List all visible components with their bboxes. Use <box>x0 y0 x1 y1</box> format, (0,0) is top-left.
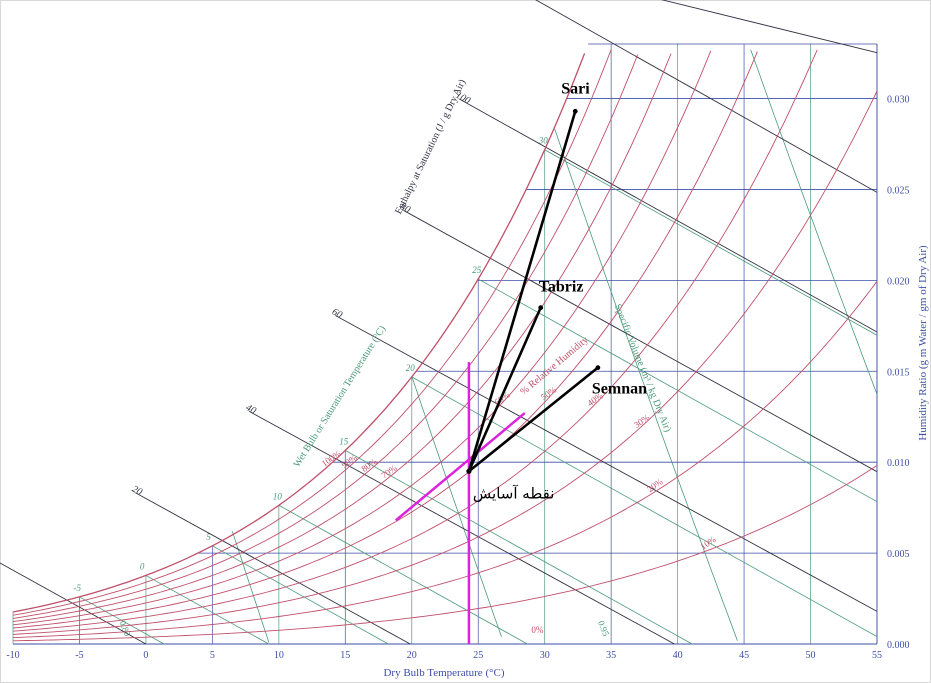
wetbulb-line <box>278 504 528 645</box>
city-point-sari <box>572 108 578 114</box>
overlay-layer: Sari Tabriz Semnan نقطه آسایش <box>395 80 647 644</box>
city-label-tabriz: Tabriz <box>539 279 584 296</box>
rh-curve-90 <box>12 49 612 616</box>
comfort-point-label: نقطه آسایش <box>473 484 554 502</box>
x-tick-label: -5 <box>75 650 83 661</box>
volume-lines-layer: 0.80 0.95 <box>117 49 878 643</box>
x-tick-label: 40 <box>673 650 683 661</box>
wetbulb-label: 20 <box>406 363 416 373</box>
volume-label: 0.95 <box>596 619 611 638</box>
wetbulb-line <box>212 545 389 645</box>
wetbulb-label: 0 <box>140 561 145 571</box>
rh-curve-80 <box>12 54 639 619</box>
rh-curve-label: 30% <box>632 412 652 430</box>
rh-curve-50 <box>12 51 758 629</box>
city-line-semnan <box>468 366 599 473</box>
comfort-diagonal-line <box>395 412 526 522</box>
y-tick-label: 0.020 <box>887 276 910 287</box>
wetbulb-label: 25 <box>472 265 482 275</box>
enthalpy-axis-label: Enthalpy at Saturation (J / g Dry Air) <box>393 78 468 216</box>
wetbulb-line <box>411 376 878 637</box>
enthalpy-label: 20 <box>130 484 144 498</box>
city-point-tabriz <box>538 305 544 311</box>
rh-curve-label: 10% <box>698 534 718 552</box>
rh-curve-20 <box>12 280 878 639</box>
grid-layer <box>12 43 878 645</box>
enthalpy-label: 60 <box>330 306 344 320</box>
enthalpy-label: 40 <box>244 402 258 416</box>
enthalpy-line-60 <box>335 315 878 612</box>
enthalpy-label: 80 <box>398 201 412 215</box>
y-tick-label: 0.025 <box>887 185 910 196</box>
y-tick-label: 0.000 <box>887 640 910 651</box>
x-axis-label: Dry Bulb Temperature (°C) <box>383 667 504 679</box>
enthalpy-line-20 <box>135 492 411 645</box>
city-label-sari: Sari <box>561 80 590 97</box>
city-point-semnan <box>595 365 601 371</box>
wetbulb-label: -5 <box>73 583 81 593</box>
x-tick-label: 0 <box>143 650 148 661</box>
y-tick-label: 0.030 <box>887 95 910 106</box>
x-tick-label: 35 <box>606 650 616 661</box>
y-tick-label: 0.010 <box>887 458 910 469</box>
city-label-semnan: Semnan <box>592 381 647 398</box>
x-tick-label: 30 <box>540 650 550 661</box>
enthalpy-lines-layer: 020406080100120140 <box>0 0 878 645</box>
rh-curve-label: 90% <box>340 452 360 470</box>
wetbulb-lines-layer: -5 0 5 10 15 20 25 30 <box>73 136 878 645</box>
rh-curve-30 <box>12 90 878 635</box>
rh-curve-label: 50% <box>539 384 559 402</box>
x-tick-label: 50 <box>806 650 816 661</box>
enthalpy-line-120 <box>535 0 878 193</box>
x-tick-label: -10 <box>6 650 19 661</box>
rh-zero-label: 0% <box>531 625 544 635</box>
enthalpy-line-140 <box>661 0 878 54</box>
volume-line <box>554 128 738 641</box>
rh-curve-label: 80% <box>360 456 380 474</box>
wetbulb-label: 10 <box>273 491 283 501</box>
city-line-sari <box>467 110 577 472</box>
rh-curve-label: 100% <box>320 448 343 469</box>
enthalpy-line-80 <box>403 209 878 473</box>
volume-line <box>411 376 502 637</box>
x-tick-label: 10 <box>274 650 284 661</box>
rh-curve-100 <box>12 53 586 613</box>
x-tick-label: 45 <box>739 650 749 661</box>
wetbulb-line <box>544 149 878 336</box>
comfort-point <box>466 468 472 474</box>
wetbulb-line <box>345 450 693 645</box>
wetbulb-label: 30 <box>538 136 549 146</box>
y-tick-label: 0.015 <box>887 367 910 378</box>
rh-curve-60 <box>12 50 712 626</box>
rh-curve-70 <box>12 53 672 623</box>
x-tick-label: 55 <box>872 650 882 661</box>
wetbulb-line <box>478 278 878 503</box>
volume-line <box>750 49 878 395</box>
x-tick-label: 20 <box>407 650 417 661</box>
enthalpy-line-40 <box>248 410 675 645</box>
rh-curve-40 <box>12 49 818 632</box>
x-tick-label: 25 <box>473 650 483 661</box>
rh-curve-label: 70% <box>379 462 399 480</box>
x-tick-label: 5 <box>210 650 215 661</box>
y-tick-label: 0.005 <box>887 549 910 560</box>
wetbulb-label: 15 <box>339 436 349 446</box>
rh-curve-10 <box>12 465 878 642</box>
x-tick-label: 15 <box>340 650 350 661</box>
rh-curves-layer: 10%20%30%40%50%60%70%80%90%100%0% <box>12 49 878 642</box>
wetbulb-axis-label: Wet Bulb or Saturation Temperature (°C) <box>292 324 389 470</box>
enthalpy-line-100 <box>458 98 878 333</box>
city-line-tabriz <box>467 307 542 472</box>
enthalpy-line-0 <box>0 562 147 645</box>
y-axis-label: Humidity Ratio (g m Water / gm of Dry Ai… <box>917 245 929 441</box>
ticks-layer: -10 -5 0 5 10 15 20 25 30 35 40 45 50 550.0000.0050.0… <box>6 95 909 661</box>
wetbulb-label: 5 <box>206 532 211 542</box>
